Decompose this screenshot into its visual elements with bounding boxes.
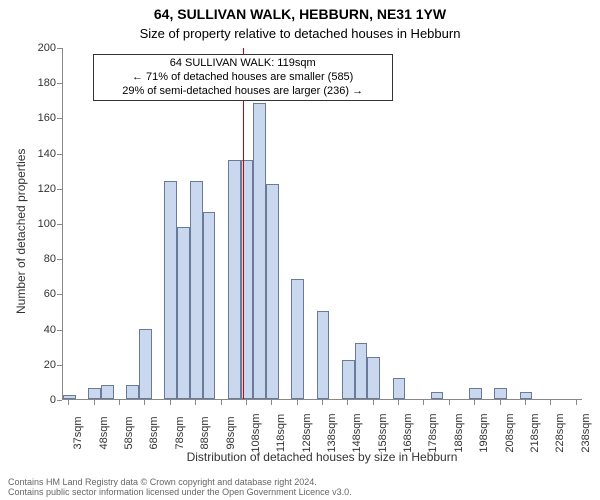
y-tick-mark [57,330,62,331]
y-tick-mark [57,400,62,401]
histogram-bar [101,385,114,399]
y-tick-label: 40 [30,324,56,336]
histogram-bar [342,360,355,399]
y-tick-label: 180 [30,77,56,89]
x-tick-mark [398,400,399,405]
x-tick-mark [322,400,323,405]
y-tick-mark [57,83,62,84]
histogram-bar [393,378,406,399]
histogram-bar [190,181,203,399]
chart-plot-area: 64 SULLIVAN WALK: 119sqm← 71% of detache… [62,48,582,400]
histogram-bar [494,388,507,399]
histogram-bar [228,160,241,399]
histogram-bar [367,357,380,399]
y-tick-label: 120 [30,183,56,195]
y-tick-label: 100 [30,218,56,230]
y-tick-mark [57,118,62,119]
page-subtitle: Size of property relative to detached ho… [0,26,600,41]
x-tick-mark [68,400,69,405]
x-tick-mark [246,400,247,405]
page-title: 64, SULLIVAN WALK, HEBBURN, NE31 1YW [0,6,600,22]
histogram-bar [431,392,444,399]
y-tick-mark [57,365,62,366]
x-tick-mark [297,400,298,405]
y-axis-title: Number of detached properties [14,149,28,314]
x-tick-mark [347,400,348,405]
histogram-bar [164,181,177,399]
histogram-bar [266,184,279,399]
x-tick-mark [119,400,120,405]
x-tick-mark [550,400,551,405]
x-tick-mark [144,400,145,405]
y-tick-label: 160 [30,112,56,124]
x-axis-title: Distribution of detached houses by size … [62,450,582,464]
histogram-bar [253,103,266,399]
y-tick-mark [57,189,62,190]
annotation-line: 29% of semi-detached houses are larger (… [98,85,388,99]
y-tick-label: 140 [30,148,56,160]
y-tick-label: 20 [30,359,56,371]
x-tick-mark [474,400,475,405]
histogram-bar [126,385,139,399]
histogram-bar [520,392,533,399]
y-tick-label: 80 [30,253,56,265]
histogram-bar [203,212,216,399]
x-tick-mark [373,400,374,405]
annotation-box: 64 SULLIVAN WALK: 119sqm← 71% of detache… [93,54,393,101]
x-tick-mark [500,400,501,405]
y-tick-label: 200 [30,42,56,54]
histogram-bar [177,227,190,399]
x-tick-mark [525,400,526,405]
histogram-bar [139,329,152,399]
footer-line-1: Contains HM Land Registry data © Crown c… [8,477,592,487]
y-tick-mark [57,154,62,155]
footer-line-2: Contains public sector information licen… [8,487,592,497]
annotation-line: 64 SULLIVAN WALK: 119sqm [98,57,388,71]
x-tick-mark [271,400,272,405]
histogram-bar [63,395,76,399]
histogram-bar [291,279,304,399]
histogram-bar [469,388,482,399]
y-tick-mark [57,48,62,49]
y-tick-label: 0 [30,394,56,406]
x-tick-mark [170,400,171,405]
x-tick-mark [195,400,196,405]
x-tick-mark [576,400,577,405]
chart-page: 64, SULLIVAN WALK, HEBBURN, NE31 1YW Siz… [0,0,600,500]
annotation-line: ← 71% of detached houses are smaller (58… [98,71,388,85]
histogram-bar [355,343,368,399]
x-tick-mark [221,400,222,405]
y-tick-mark [57,224,62,225]
y-tick-mark [57,294,62,295]
x-tick-mark [94,400,95,405]
y-tick-mark [57,259,62,260]
y-tick-label: 60 [30,288,56,300]
x-tick-mark [423,400,424,405]
x-tick-mark [449,400,450,405]
footer: Contains HM Land Registry data © Crown c… [0,477,600,497]
histogram-bar [88,388,101,399]
histogram-bar [317,311,330,399]
